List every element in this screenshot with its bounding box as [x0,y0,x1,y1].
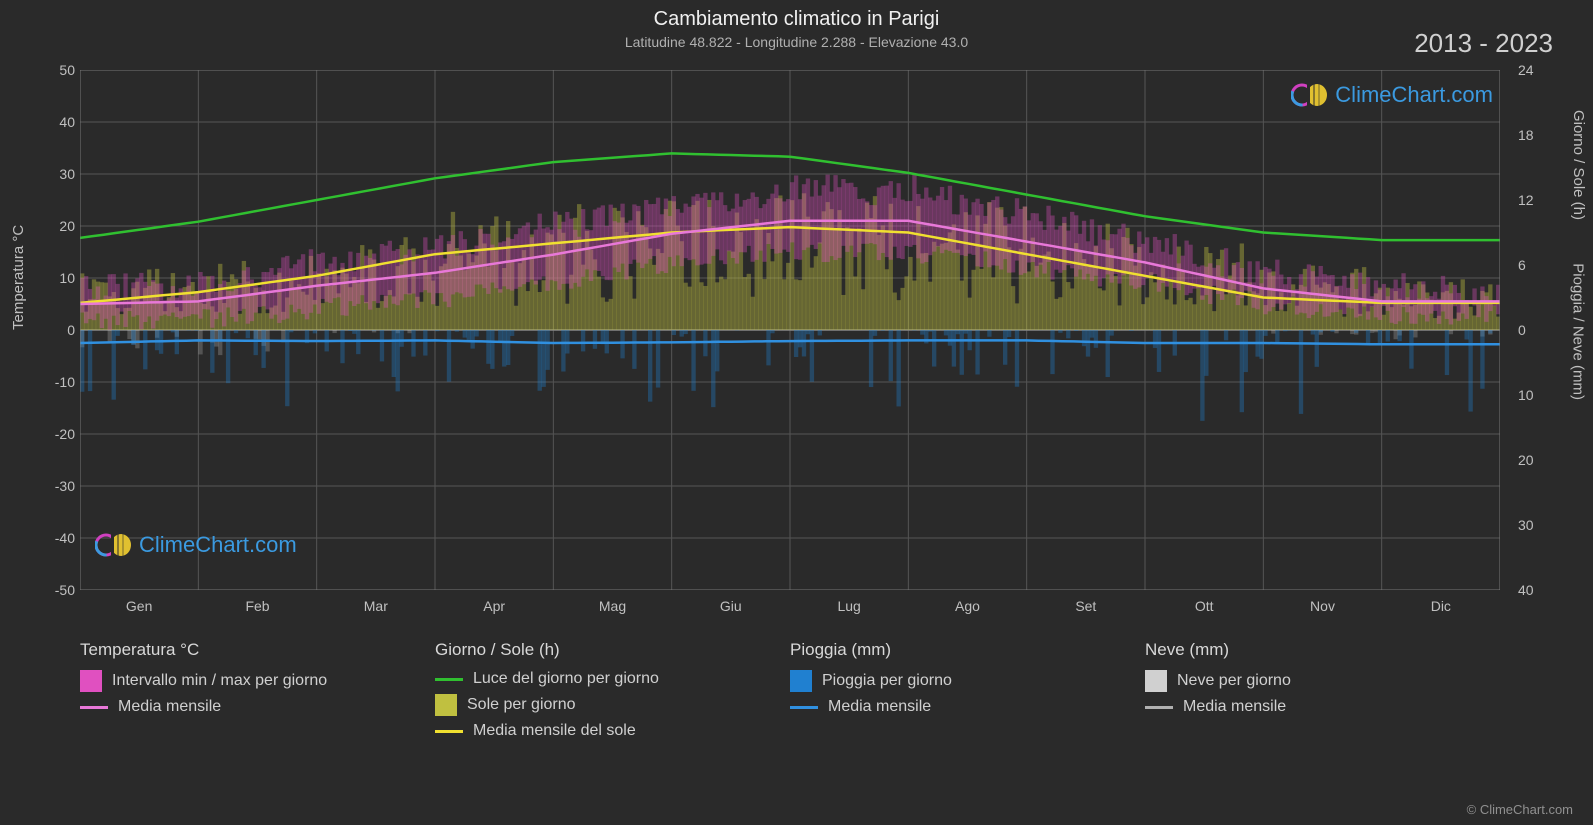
x-tick: Giu [701,598,761,614]
copyright: © ClimeChart.com [1467,802,1573,817]
legend-item: Media mensile [790,698,1145,716]
y-tick-right-bottom: 30 [1518,517,1553,533]
y-tick-right-bottom: 10 [1518,387,1553,403]
legend-column: Neve (mm) Neve per giorno Media mensile [1145,640,1500,746]
legend-header: Pioggia (mm) [790,640,1145,660]
legend-column: Temperatura °C Intervallo min / max per g… [80,640,435,746]
legend-label: Sole per giorno [467,696,576,714]
chart-subtitle: Latitudine 48.822 - Longitudine 2.288 - … [0,34,1593,50]
year-range: 2013 - 2023 [1414,28,1553,59]
legend-header: Giorno / Sole (h) [435,640,790,660]
legend-swatch-box [435,694,457,716]
legend-swatch-line [790,706,818,709]
x-tick: Nov [1293,598,1353,614]
x-tick: Apr [464,598,524,614]
legend-item: Pioggia per giorno [790,670,1145,692]
x-tick: Mar [346,598,406,614]
y-axis-left-label: Temperatura °C [10,225,27,330]
legend-column: Pioggia (mm) Pioggia per giorno Media mens… [790,640,1145,746]
x-tick: Lug [819,598,879,614]
legend: Temperatura °C Intervallo min / max per g… [80,640,1500,746]
y-tick-left: 0 [40,322,75,338]
chart-title: Cambiamento climatico in Parigi [0,8,1593,31]
y-tick-left: -40 [40,530,75,546]
legend-swatch-line [1145,706,1173,709]
logo-icon [1291,80,1329,110]
legend-item: Sole per giorno [435,694,790,716]
y-tick-right-bottom: 20 [1518,452,1553,468]
y-tick-right-top: 18 [1518,127,1553,143]
y-tick-left: -10 [40,374,75,390]
legend-header: Temperatura °C [80,640,435,660]
legend-swatch-line [435,730,463,733]
y-tick-left: 20 [40,218,75,234]
legend-label: Media mensile [1183,698,1286,716]
logo-text: ClimeChart.com [1335,82,1493,108]
legend-swatch-line [80,706,108,709]
x-tick: Ott [1174,598,1234,614]
legend-label: Neve per giorno [1177,672,1291,690]
logo-text: ClimeChart.com [139,532,297,558]
legend-item: Media mensile del sole [435,722,790,740]
y-tick-right-top: 0 [1518,322,1553,338]
x-tick: Ago [938,598,998,614]
y-tick-left: 10 [40,270,75,286]
legend-label: Pioggia per giorno [822,672,952,690]
legend-swatch-box [80,670,102,692]
y-tick-left: -30 [40,478,75,494]
climate-chart: Cambiamento climatico in Parigi Latitudi… [0,0,1593,825]
legend-label: Media mensile del sole [473,722,636,740]
logo-bottom-left: ClimeChart.com [95,530,297,560]
y-tick-right-bottom: 40 [1518,582,1553,598]
legend-label: Intervallo min / max per giorno [112,672,327,690]
legend-label: Luce del giorno per giorno [473,670,659,688]
y-tick-right-top: 12 [1518,192,1553,208]
legend-swatch-box [790,670,812,692]
x-tick: Dic [1411,598,1471,614]
legend-item: Media mensile [1145,698,1500,716]
y-tick-right-top: 6 [1518,257,1553,273]
legend-item: Intervallo min / max per giorno [80,670,435,692]
x-tick: Feb [228,598,288,614]
logo-icon [95,530,133,560]
legend-item: Media mensile [80,698,435,716]
x-tick: Mag [583,598,643,614]
y-axis-right-top-label: Giorno / Sole (h) [1570,110,1587,220]
legend-column: Giorno / Sole (h) Luce del giorno per gio… [435,640,790,746]
plot-area [80,70,1500,590]
x-tick: Set [1056,598,1116,614]
legend-label: Media mensile [118,698,221,716]
legend-label: Media mensile [828,698,931,716]
legend-swatch-box [1145,670,1167,692]
legend-header: Neve (mm) [1145,640,1500,660]
y-axis-right-bottom-label: Pioggia / Neve (mm) [1570,263,1587,400]
y-tick-left: 40 [40,114,75,130]
y-tick-left: -50 [40,582,75,598]
legend-swatch-line [435,678,463,681]
y-tick-right-top: 24 [1518,62,1553,78]
legend-item: Luce del giorno per giorno [435,670,790,688]
y-tick-left: -20 [40,426,75,442]
logo-top-right: ClimeChart.com [1291,80,1493,110]
x-tick: Gen [109,598,169,614]
y-tick-left: 30 [40,166,75,182]
y-tick-left: 50 [40,62,75,78]
legend-item: Neve per giorno [1145,670,1500,692]
